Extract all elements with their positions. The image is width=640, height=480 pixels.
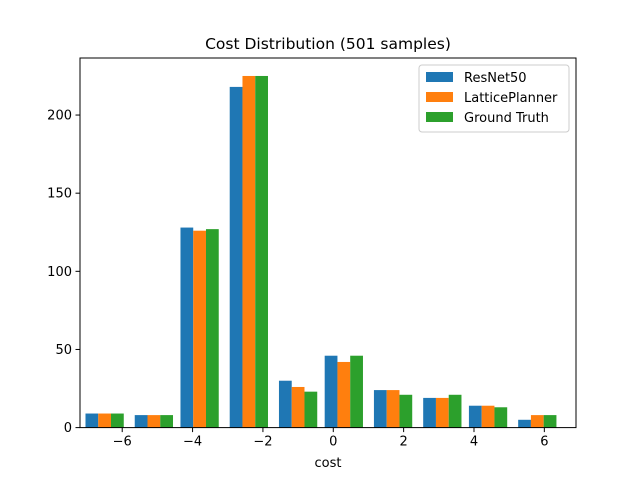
bar-latticeplanner-9	[530, 415, 544, 428]
bar-resnet50-3	[229, 86, 243, 428]
legend-label: LatticePlanner	[464, 91, 558, 106]
bar-ground-truth-1	[160, 415, 174, 428]
legend-swatch	[426, 92, 453, 102]
bar-resnet50-8	[468, 405, 482, 428]
bars-group	[85, 75, 557, 428]
x-tick-label: −2	[253, 435, 272, 450]
legend-box	[418, 64, 570, 133]
bar-ground-truth-8	[494, 407, 508, 428]
bar-resnet50-4	[278, 380, 292, 428]
bar-resnet50-9	[518, 419, 531, 428]
bar-latticeplanner-4	[291, 386, 305, 428]
chart-title: Cost Distribution (501 samples)	[205, 35, 451, 53]
legend-swatch	[426, 72, 453, 82]
bar-latticeplanner-0	[98, 413, 112, 428]
bar-resnet50-1	[134, 415, 148, 428]
y-tick-label: 0	[64, 421, 72, 436]
x-tick-label: 0	[329, 435, 337, 450]
bar-ground-truth-7	[448, 394, 462, 428]
y-tick-label: 100	[47, 265, 72, 280]
bar-latticeplanner-6	[386, 390, 400, 428]
bar-ground-truth-2	[205, 229, 219, 428]
x-tick-label: 4	[470, 435, 478, 450]
bar-ground-truth-9	[543, 415, 557, 428]
bar-resnet50-2	[180, 227, 194, 428]
bar-latticeplanner-8	[481, 405, 495, 428]
legend-label: Ground Truth	[464, 111, 549, 126]
bar-latticeplanner-3	[242, 75, 256, 428]
x-tick-label: 2	[399, 435, 407, 450]
bar-ground-truth-4	[304, 391, 318, 428]
bar-resnet50-7	[423, 397, 436, 428]
y-tick-label: 200	[47, 109, 72, 124]
bar-latticeplanner-7	[435, 397, 449, 428]
y-axis: 0 50 100 150 200	[47, 109, 80, 436]
bar-resnet50-0	[85, 413, 99, 428]
bar-resnet50-6	[373, 390, 387, 428]
bar-latticeplanner-5	[337, 361, 351, 428]
x-tick-label: −6	[113, 435, 132, 450]
bar-latticeplanner-1	[147, 415, 161, 428]
legend-swatch	[426, 112, 453, 122]
bar-resnet50-5	[324, 355, 338, 428]
bar-ground-truth-3	[255, 75, 268, 428]
x-tick-label: −4	[183, 435, 202, 450]
bar-ground-truth-6	[399, 394, 413, 428]
x-axis: −6 −4 −2 0 2 4 6	[113, 427, 548, 450]
x-tick-label: 6	[540, 435, 548, 450]
x-axis-label: cost	[315, 456, 342, 471]
y-tick-label: 50	[55, 343, 72, 358]
bar-ground-truth-0	[111, 413, 124, 428]
plot-frame	[79, 57, 577, 429]
legend: ResNet50 LatticePlanner Ground Truth	[418, 64, 570, 133]
legend-label: ResNet50	[464, 71, 527, 86]
bar-ground-truth-5	[350, 355, 363, 428]
bar-latticeplanner-2	[193, 230, 206, 428]
y-tick-label: 150	[47, 187, 72, 202]
